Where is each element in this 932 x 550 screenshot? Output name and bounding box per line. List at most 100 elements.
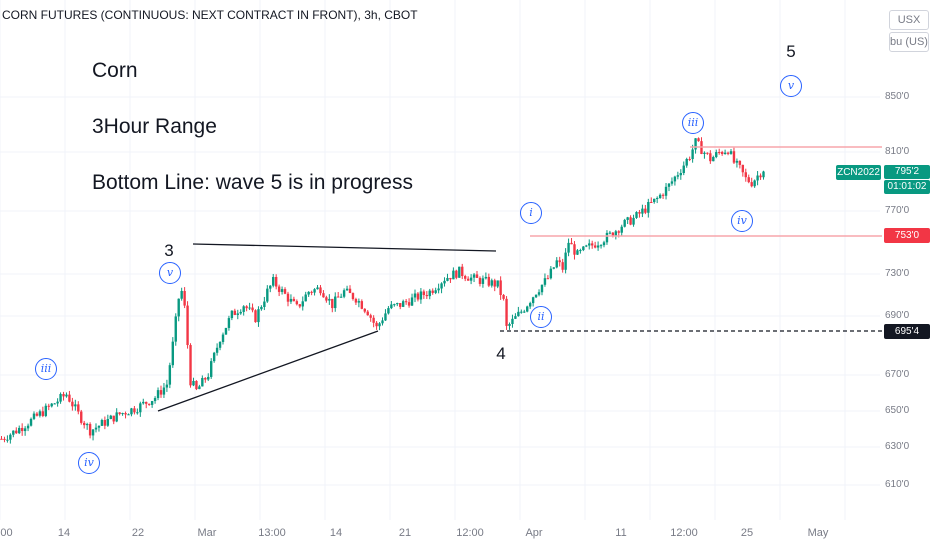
candle-body [661, 194, 665, 196]
candle-body [611, 232, 615, 237]
candle-body [186, 305, 189, 346]
candle-body [62, 394, 65, 397]
price-tick-770: 770'0 [885, 205, 910, 216]
candle-body [717, 152, 721, 154]
candle-body [189, 345, 192, 386]
candle-body [3, 438, 6, 440]
candle-body [706, 152, 709, 154]
currency-toggle[interactable]: USX [889, 10, 929, 30]
time-tick-4: 13:00 [258, 527, 286, 539]
time-tick-5: 14 [329, 527, 343, 539]
time-tick-0: :00 [0, 527, 13, 539]
candle-body [466, 278, 470, 281]
ticker-tag: ZCN2022 [836, 165, 881, 180]
candle-body [384, 313, 387, 321]
candle-body [23, 428, 27, 432]
candle-body [147, 403, 151, 405]
candle-body [351, 293, 355, 300]
candle-body [209, 361, 213, 377]
candle-body [360, 301, 364, 309]
candle-body [106, 419, 110, 426]
candle-body [434, 290, 437, 293]
candle-body [18, 427, 21, 434]
candle-body [570, 242, 573, 245]
annotation-lines [157, 146, 882, 412]
candle-body [667, 183, 671, 187]
candle-body [286, 293, 290, 302]
candle-body [735, 160, 739, 163]
wave-i-circle: i [520, 202, 542, 224]
candle-body [345, 288, 349, 291]
candle-body [685, 158, 688, 166]
candle-body [233, 310, 237, 315]
candle-body [691, 149, 694, 160]
candle-body [292, 298, 296, 302]
candle-body [334, 296, 337, 309]
candle-body [301, 301, 304, 307]
wave-5-label: 5 [786, 42, 796, 61]
candle-body [747, 177, 750, 183]
candle-body [248, 307, 251, 309]
candle-body [647, 202, 650, 213]
candle-body [741, 164, 745, 173]
candle-body [127, 414, 130, 416]
candle-body [396, 303, 399, 305]
candle-body [363, 308, 366, 312]
candle-body [517, 311, 520, 317]
candle-body [413, 293, 417, 298]
candle-body [6, 439, 9, 441]
candle-body [416, 293, 420, 300]
candle-body [260, 306, 263, 310]
candle-body [328, 298, 331, 301]
candle-body [204, 377, 207, 380]
candle-body [520, 311, 523, 313]
unit-toggle[interactable]: bu (US) [889, 32, 929, 52]
candle-body [440, 283, 443, 289]
candle-body [655, 198, 659, 200]
support-price-tag: 695'4 [884, 324, 930, 339]
candle-body [266, 288, 269, 302]
candle-body [136, 412, 139, 414]
candle-body [85, 424, 89, 426]
time-tick-3: Mar [197, 527, 217, 539]
candle-body [159, 390, 163, 395]
candle-body [227, 318, 231, 328]
time-tick-2: 22 [131, 527, 145, 539]
last-price-tag: 795'2 [884, 165, 930, 179]
candle-body [59, 394, 62, 402]
candle-body [50, 403, 53, 407]
resistance-price-tag: 753'0 [884, 228, 930, 243]
candle-body [307, 291, 310, 295]
wave-iii-circle-early: iii [35, 358, 57, 380]
candle-body [38, 411, 42, 416]
candle-body [709, 153, 712, 162]
candle-body [546, 278, 550, 280]
candle-body [257, 309, 260, 323]
candle-body [484, 276, 488, 279]
wave-iii-circle: iii [682, 112, 704, 134]
candle-body [65, 394, 68, 397]
candle-body [207, 376, 210, 380]
time-tick-11: 25 [740, 527, 754, 539]
candle-body [103, 419, 107, 426]
candle-body [537, 292, 541, 295]
note-bottom-line: Bottom Line: wave 5 is in progress [92, 171, 413, 194]
candle-body [552, 267, 556, 269]
candle-body [171, 341, 175, 366]
candle-body [759, 175, 762, 178]
candle-body [153, 398, 157, 402]
candle-body [531, 297, 535, 304]
price-tick-630: 630'0 [885, 441, 910, 452]
candle-body [325, 297, 328, 301]
candle-body [124, 413, 127, 415]
candle-body [74, 404, 77, 407]
candle-body [564, 252, 567, 270]
candle-body [588, 243, 591, 246]
price-tick-670: 670'0 [885, 369, 910, 380]
candle-body [304, 294, 307, 302]
candle-body [82, 422, 86, 426]
candle-body [177, 298, 180, 317]
candle-body [94, 427, 98, 430]
candle-body [369, 315, 372, 318]
candle-body [162, 387, 166, 395]
